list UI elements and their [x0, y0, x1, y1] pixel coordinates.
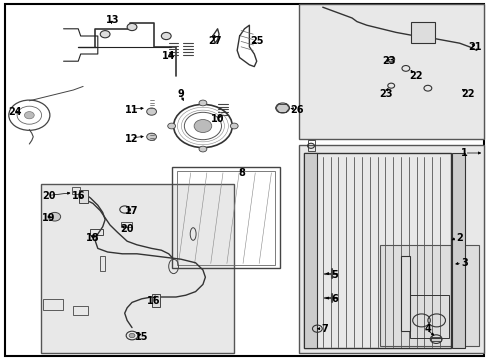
Bar	[307, 140, 315, 151]
Text: 3: 3	[460, 258, 467, 268]
Text: 27: 27	[208, 36, 222, 46]
Bar	[430, 337, 440, 341]
Bar	[410, 22, 434, 43]
Text: 10: 10	[210, 114, 224, 124]
Bar	[177, 171, 274, 265]
Text: 12: 12	[125, 134, 139, 144]
Text: 16: 16	[147, 296, 161, 306]
Bar	[73, 306, 88, 315]
Text: 22: 22	[461, 89, 474, 99]
Text: 23: 23	[379, 89, 392, 99]
Text: 9: 9	[177, 89, 184, 99]
Bar	[100, 256, 105, 271]
Bar	[451, 153, 464, 348]
Bar	[72, 187, 80, 194]
Bar	[121, 222, 132, 227]
Text: 24: 24	[8, 107, 21, 117]
Circle shape	[127, 23, 137, 31]
Text: 14: 14	[162, 51, 175, 61]
Text: 11: 11	[125, 105, 139, 115]
Circle shape	[199, 100, 206, 106]
Bar	[304, 153, 450, 348]
Circle shape	[100, 31, 110, 38]
Circle shape	[49, 212, 61, 221]
Circle shape	[24, 112, 34, 119]
Bar	[409, 295, 448, 338]
Text: 23: 23	[381, 56, 395, 66]
Bar	[79, 190, 88, 203]
Text: 1: 1	[460, 148, 467, 158]
Text: 15: 15	[135, 332, 148, 342]
Text: 18: 18	[86, 233, 100, 243]
Bar	[172, 167, 279, 268]
Bar	[90, 229, 102, 235]
Text: 13: 13	[105, 15, 119, 25]
Text: 20: 20	[120, 224, 134, 234]
Bar	[41, 184, 233, 353]
Circle shape	[161, 32, 171, 40]
Circle shape	[167, 123, 175, 129]
Bar	[304, 153, 316, 348]
Circle shape	[129, 333, 135, 338]
Circle shape	[199, 146, 206, 152]
Circle shape	[230, 123, 238, 129]
Text: 25: 25	[249, 36, 263, 46]
Text: 22: 22	[408, 71, 422, 81]
Text: 2: 2	[455, 233, 462, 243]
Circle shape	[194, 120, 211, 132]
Text: 4: 4	[424, 324, 430, 334]
Bar	[299, 145, 483, 353]
Text: 7: 7	[321, 324, 328, 334]
Text: 17: 17	[125, 206, 139, 216]
Bar	[299, 4, 483, 139]
Text: 21: 21	[468, 42, 481, 52]
Text: 26: 26	[290, 105, 304, 115]
Circle shape	[275, 103, 289, 113]
Circle shape	[146, 133, 156, 140]
Text: 6: 6	[331, 294, 338, 304]
Bar	[43, 299, 62, 310]
Text: 20: 20	[42, 191, 56, 201]
Text: 19: 19	[42, 213, 56, 223]
Text: 8: 8	[238, 168, 245, 178]
Circle shape	[146, 108, 156, 115]
Text: 16: 16	[71, 191, 85, 201]
Bar	[380, 245, 478, 346]
Bar	[151, 294, 160, 307]
Text: 5: 5	[331, 270, 338, 280]
Bar	[400, 256, 409, 331]
